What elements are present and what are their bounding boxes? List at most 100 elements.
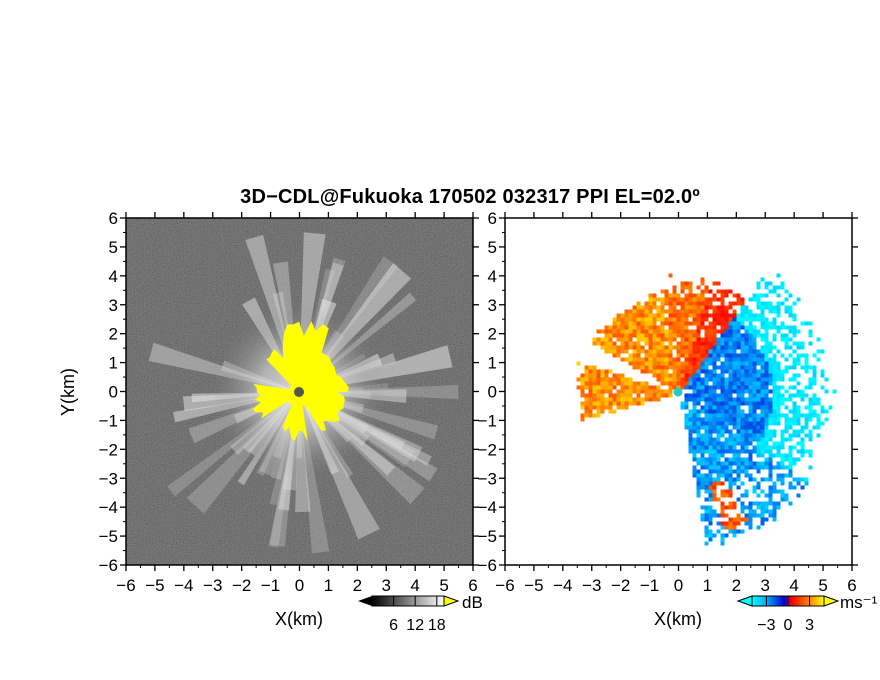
velocity-cell [712,369,717,374]
velocity-cell [644,385,649,390]
velocity-cell [720,377,725,382]
velocity-cell [648,333,653,338]
velocity-cell [620,357,625,362]
velocity-cell [628,325,633,330]
velocity-cell [748,453,753,458]
velocity-cell [764,421,769,426]
velocity-cell [716,445,721,450]
velocity-cell [704,485,709,490]
velocity-cell [716,417,721,422]
velocity-cell [704,397,709,402]
velocity-cell [708,349,713,354]
velocity-cell [660,349,665,354]
velocity-cell [724,361,729,366]
velocity-cell [712,449,717,454]
velocity-cell [796,417,801,422]
velocity-cell [720,317,725,322]
velocity-cell [768,345,773,350]
velocity-cell [776,285,781,290]
velocity-cell [600,409,605,414]
velocity-cell [764,477,769,482]
velocity-cell [740,373,745,378]
velocity-cell [812,353,817,358]
velocity-cell [716,521,721,526]
velocity-cell [720,389,725,394]
velocity-cell [584,369,589,374]
velocity-cell [680,317,685,322]
velocity-cell [696,357,701,362]
velocity-cell [604,333,609,338]
velocity-cell [704,413,709,418]
velocity-cell [752,401,757,406]
velocity-cell [752,429,757,434]
velocity-cell [640,325,645,330]
velocity-cell [760,361,765,366]
velocity-cell [804,393,809,398]
velocity-cell [728,301,733,306]
velocity-cell [716,437,721,442]
velocity-cell [744,377,749,382]
velocity-cell [696,477,701,482]
velocity-cell [608,345,613,350]
velocity-cell [716,433,721,438]
velocity-cell [708,437,713,442]
velocity-cell [776,405,781,410]
velocity-cell [780,377,785,382]
velocity-cell [740,309,745,314]
velocity-cell [616,337,621,342]
velocity-cell [724,321,729,326]
velocity-cell [788,325,793,330]
velocity-cell [652,389,657,394]
velocity-cell [712,329,717,334]
velocity-cell [808,409,813,414]
velocity-cell [676,365,681,370]
velocity-cell [620,397,625,402]
velocity-cell [696,333,701,338]
velocity-cell [816,349,821,354]
velocity-cell [580,373,585,378]
velocity-cell [680,377,685,382]
y-tick-label: 1 [488,354,497,373]
velocity-cell [748,417,753,422]
velocity-cell [808,405,813,410]
velocity-cell [684,385,689,390]
y-tick-label: −3 [99,469,118,488]
velocity-cell [788,445,793,450]
velocity-cell [816,421,821,426]
velocity-cell [728,501,733,506]
velocity-cell [772,505,777,510]
velocity-cell [732,389,737,394]
velocity-cell [648,385,653,390]
velocity-colorbar-tick-label: 3 [805,617,814,634]
velocity-cell [624,405,629,410]
velocity-cell [692,373,697,378]
velocity-cell [620,405,625,410]
velocity-cell [692,449,697,454]
velocity-cell [692,309,697,314]
velocity-cell [704,405,709,410]
velocity-cell [776,413,781,418]
velocity-cell [820,409,825,414]
velocity-cell [684,345,689,350]
velocity-cell [580,405,585,410]
velocity-cell [788,293,793,298]
velocity-cell [760,369,765,374]
velocity-cell [676,345,681,350]
velocity-cell [772,309,777,314]
velocity-cell [684,369,689,374]
velocity-cell [744,369,749,374]
velocity-cell [660,321,665,326]
velocity-cell [708,377,713,382]
velocity-cell [708,449,713,454]
velocity-cell [744,457,749,462]
velocity-cell [740,529,745,534]
velocity-cell [788,353,793,358]
velocity-cell [684,281,689,286]
velocity-cell [784,417,789,422]
velocity-cell [700,453,705,458]
velocity-cell [728,357,733,362]
velocity-cell [676,301,681,306]
velocity-cell [732,445,737,450]
velocity-cell [700,409,705,414]
velocity-cell [796,405,801,410]
